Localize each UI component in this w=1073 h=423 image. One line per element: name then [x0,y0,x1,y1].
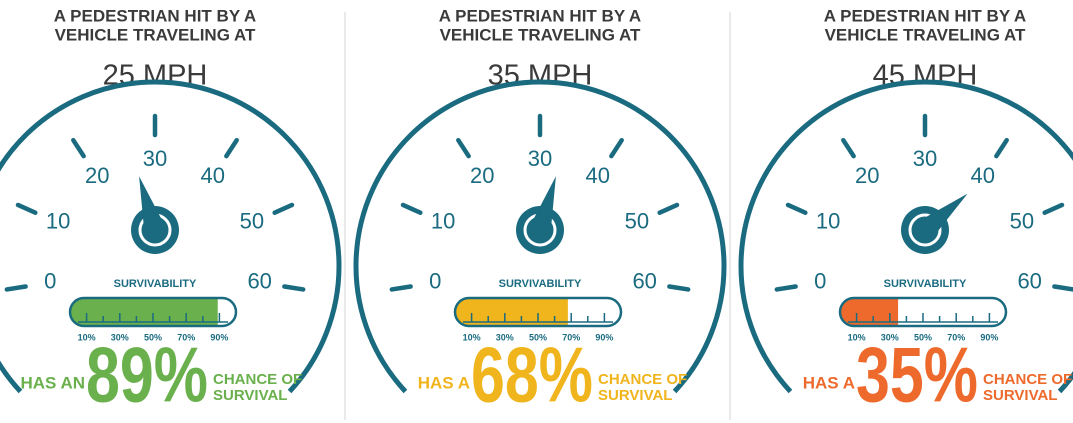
bar-tick-label: 50% [144,332,162,342]
dial-tick-label: 20 [85,163,109,188]
suffix: SURVIVAL [598,387,672,404]
dial-tick-label: 30 [528,146,552,171]
dial-tick-label: 0 [814,268,826,293]
dial-tick [785,202,808,215]
dial-arc [738,79,1073,394]
survival-value: 89% [86,331,208,419]
needle [139,176,166,234]
needle-hub-ring [908,213,942,247]
gauge-title: A PEDESTRIAN HIT BY A [824,6,1026,25]
bar-tick-label: 70% [177,332,195,342]
dial-tick [841,137,856,159]
dial-tick [400,202,423,215]
bar-title: SURVIVABILITY [114,278,197,290]
suffix: CHANCE OF [598,371,687,388]
dial-tick-label: 50 [1010,209,1034,234]
bar-tick-label: 10% [78,332,96,342]
dial-tick [1042,202,1065,215]
suffix: CHANCE OF [213,371,302,388]
needle-hub-core [529,219,551,241]
prefix: HAS A [803,373,855,392]
dial-tick-label: 30 [143,146,167,171]
bar-tick-label: 10% [463,332,481,342]
dial-tick [609,137,624,159]
bar-title: SURVIVABILITY [884,278,967,290]
bar-outline [68,296,238,328]
dial-tick [224,137,239,159]
suffix: SURVIVAL [213,387,287,404]
dial-tick-label: 40 [970,163,994,188]
gauge-title: A PEDESTRIAN HIT BY A [54,6,256,25]
needle-hub-core [144,219,166,241]
bar-tick-label: 50% [914,332,932,342]
dial-tick [667,284,691,292]
needle-hub-core [914,219,936,241]
dial-tick-label: 20 [470,163,494,188]
dial-arc [353,79,727,394]
bar-tick-label: 30% [496,332,514,342]
dial-tick [774,284,798,292]
dial-tick [657,202,680,215]
dial-tick [4,284,28,292]
bar-tick-label: 90% [980,332,998,342]
dial-tick-label: 50 [240,209,264,234]
bar-title: SURVIVABILITY [499,278,582,290]
dial-tick-label: 10 [816,209,840,234]
dial-tick [994,137,1009,159]
gauge-title: VEHICLE TRAVELING AT [825,25,1026,44]
survival-value: 68% [471,331,593,419]
gauge-title: VEHICLE TRAVELING AT [55,25,256,44]
dial-tick [71,137,86,159]
suffix: CHANCE OF [983,371,1072,388]
bar-tick-label: 70% [947,332,965,342]
gauge-title: VEHICLE TRAVELING AT [440,25,641,44]
dial-arc [0,79,342,394]
dial-tick-label: 60 [1017,268,1041,293]
dial-tick-label: 0 [429,268,441,293]
dial-tick-label: 60 [247,268,271,293]
dial-tick-label: 10 [431,209,455,234]
bar-tick-label: 10% [848,332,866,342]
dial-tick-label: 10 [46,209,70,234]
prefix: HAS AN [20,373,85,392]
dial-tick [272,202,295,215]
bar-tick-label: 70% [562,332,580,342]
bar-outline [453,296,623,328]
needle [529,176,556,234]
dial-tick [456,137,471,159]
bar-tick-label: 30% [881,332,899,342]
dial-tick-label: 0 [44,268,56,293]
dial-tick-label: 30 [913,146,937,171]
survival-value: 35% [856,331,978,419]
bar-tick-label: 90% [595,332,613,342]
gauge-title: A PEDESTRIAN HIT BY A [439,6,641,25]
bar-tick-label: 30% [111,332,129,342]
bar-tick-label: 90% [210,332,228,342]
dial-tick-label: 40 [585,163,609,188]
dial-tick [1052,284,1073,292]
prefix: HAS A [418,373,470,392]
suffix: SURVIVAL [983,387,1057,404]
bar-outline [838,296,1008,328]
dial-tick-label: 40 [200,163,224,188]
bar-tick-label: 50% [529,332,547,342]
dial-tick [389,284,413,292]
dial-tick-label: 60 [632,268,656,293]
dial-tick-label: 50 [625,209,649,234]
dial-tick [282,284,306,292]
dial-tick-label: 20 [855,163,879,188]
dial-tick [15,202,38,215]
